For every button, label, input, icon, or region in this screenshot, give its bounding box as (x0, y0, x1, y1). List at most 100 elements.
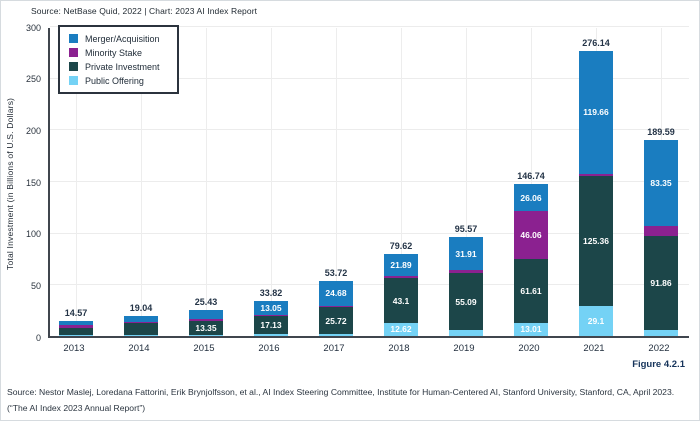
segment-merger_acquisition: 13.05 (254, 301, 288, 315)
y-tick-label: 0 (35, 332, 41, 343)
bar-total-label: 14.57 (64, 307, 88, 318)
segment-value-label: 17.13 (260, 319, 282, 330)
legend-item-merger-acquisition: Merger/Acquisition (69, 33, 169, 45)
segment-public_offering: 12.62 (384, 322, 418, 336)
gridline-vertical (401, 28, 402, 336)
segment-public_offering: 29.1 (579, 305, 613, 336)
segment-merger_acquisition: 24.68 (319, 280, 353, 306)
y-tick-label: 250 (25, 74, 41, 85)
x-tick-label: 2015 (193, 343, 215, 354)
segment-value-label: 13.35 (195, 322, 217, 333)
bar-total-label: 95.57 (454, 224, 478, 235)
x-tick-label: 2021 (583, 343, 605, 354)
segment-merger_acquisition (124, 316, 158, 322)
segment-value-label: 21.89 (390, 260, 412, 271)
y-tick-label: 100 (25, 229, 41, 240)
bar-2014: 19.04 (124, 28, 158, 336)
bar-2016: 17.13 13.05 33.82 (254, 28, 288, 336)
bar-2020: 13.01 61.61 46.06 26.06 146.74 (514, 28, 548, 336)
segment-private_investment (124, 322, 158, 335)
legend-label: Public Offering (85, 75, 144, 86)
x-tick-label: 2019 (453, 343, 475, 354)
y-tick-label: 150 (25, 177, 41, 188)
segment-minority_stake (124, 321, 158, 323)
gridline-horizontal (50, 284, 689, 286)
segment-private_investment: 125.36 (579, 176, 613, 306)
bar-total-label: 33.82 (259, 288, 283, 299)
segment-merger_acquisition: 31.91 (449, 237, 483, 271)
segment-private_investment: 13.35 (189, 320, 223, 335)
legend: Merger/Acquisition Minority Stake Privat… (58, 25, 179, 94)
legend-item-private-investment: Private Investment (69, 61, 169, 73)
bar-total-label: 25.43 (194, 296, 218, 307)
segment-private_investment: 43.1 (384, 278, 418, 323)
public-offering-swatch-icon (69, 76, 78, 86)
y-tick-label: 50 (30, 280, 41, 291)
segment-merger_acquisition (59, 320, 93, 326)
x-tick-label: 2018 (388, 343, 410, 354)
legend-item-minority-stake: Minority Stake (69, 47, 169, 59)
gridline-vertical (141, 28, 142, 336)
segment-value-label: 46.06 (520, 230, 542, 241)
segment-value-label: 91.86 (650, 277, 672, 288)
segment-value-label: 119.66 (583, 107, 609, 118)
segment-value-label: 31.91 (455, 248, 477, 259)
segment-value-label: 125.36 (583, 236, 609, 247)
bar-2017: 25.72 24.68 53.72 (319, 28, 353, 336)
segment-minority_stake (579, 174, 613, 177)
bar-total-label: 19.04 (129, 303, 153, 314)
legend-label: Private Investment (85, 61, 160, 72)
segment-merger_acquisition: 83.35 (644, 140, 678, 227)
segment-minority_stake: 46.06 (514, 211, 548, 259)
gridline-horizontal (50, 77, 689, 79)
bar-2021: 29.1 125.36 119.66 276.14 (579, 28, 613, 336)
x-tick-label: 2020 (518, 343, 540, 354)
bar-2015: 13.35 25.43 (189, 28, 223, 336)
segment-value-label: 61.61 (520, 285, 542, 296)
segment-minority_stake (449, 270, 483, 274)
plot-area: 14.57 19.04 13.35 25.43 17.13 13.05 33.82 25.72… (48, 26, 689, 338)
minority-stake-swatch-icon (69, 48, 78, 58)
segment-value-label: 13.01 (520, 324, 542, 335)
gridline-vertical (336, 28, 337, 336)
segment-merger_acquisition (189, 309, 223, 320)
segment-value-label: 26.06 (520, 192, 542, 203)
bar-total-label: 79.62 (389, 240, 413, 251)
bar-2018: 12.62 43.1 21.89 79.62 (384, 28, 418, 336)
gridline-vertical (466, 28, 467, 336)
segment-public_offering: 13.01 (514, 322, 548, 336)
segment-public_offering (124, 334, 158, 336)
segment-public_offering (319, 333, 353, 336)
segment-value-label: 55.09 (455, 296, 477, 307)
segment-value-label: 29.1 (587, 315, 605, 326)
bar-2013: 14.57 (59, 28, 93, 336)
bar-total-label: 189.59 (647, 127, 675, 138)
gridline-vertical (271, 28, 272, 336)
figure-number-label: Figure 4.2.1 (632, 359, 685, 370)
segment-merger_acquisition: 119.66 (579, 50, 613, 175)
segment-public_offering (59, 335, 93, 336)
footer-citation: Source: Nestor Maslej, Loredana Fattorin… (7, 384, 695, 416)
segment-public_offering (189, 334, 223, 336)
segment-value-label: 25.72 (325, 315, 347, 326)
gridline-horizontal (50, 129, 689, 131)
bar-total-label: 276.14 (582, 37, 610, 48)
segment-minority_stake (319, 306, 353, 308)
chart-source-line: Source: NetBase Quid, 2022 | Chart: 2023… (31, 6, 258, 16)
segment-public_offering (644, 330, 678, 336)
segment-public_offering (449, 330, 483, 336)
segment-private_investment: 91.86 (644, 235, 678, 331)
footer-citation-line2: (“The AI Index 2023 Annual Report”) (7, 403, 146, 413)
x-tick-label: 2014 (128, 343, 150, 354)
segment-value-label: 43.1 (392, 295, 410, 306)
segment-value-label: 13.05 (260, 302, 282, 313)
bar-2019: 55.09 31.91 95.57 (449, 28, 483, 336)
x-tick-label: 2022 (648, 343, 670, 354)
bar-2022: 91.86 83.35 189.59 (644, 28, 678, 336)
private-investment-swatch-icon (69, 62, 78, 72)
x-tick-label: 2013 (63, 343, 85, 354)
x-tick-label: 2017 (323, 343, 345, 354)
segment-merger_acquisition: 26.06 (514, 184, 548, 212)
footer-citation-line1: Source: Nestor Maslej, Loredana Fattorin… (7, 387, 675, 397)
segment-minority_stake (189, 319, 223, 321)
